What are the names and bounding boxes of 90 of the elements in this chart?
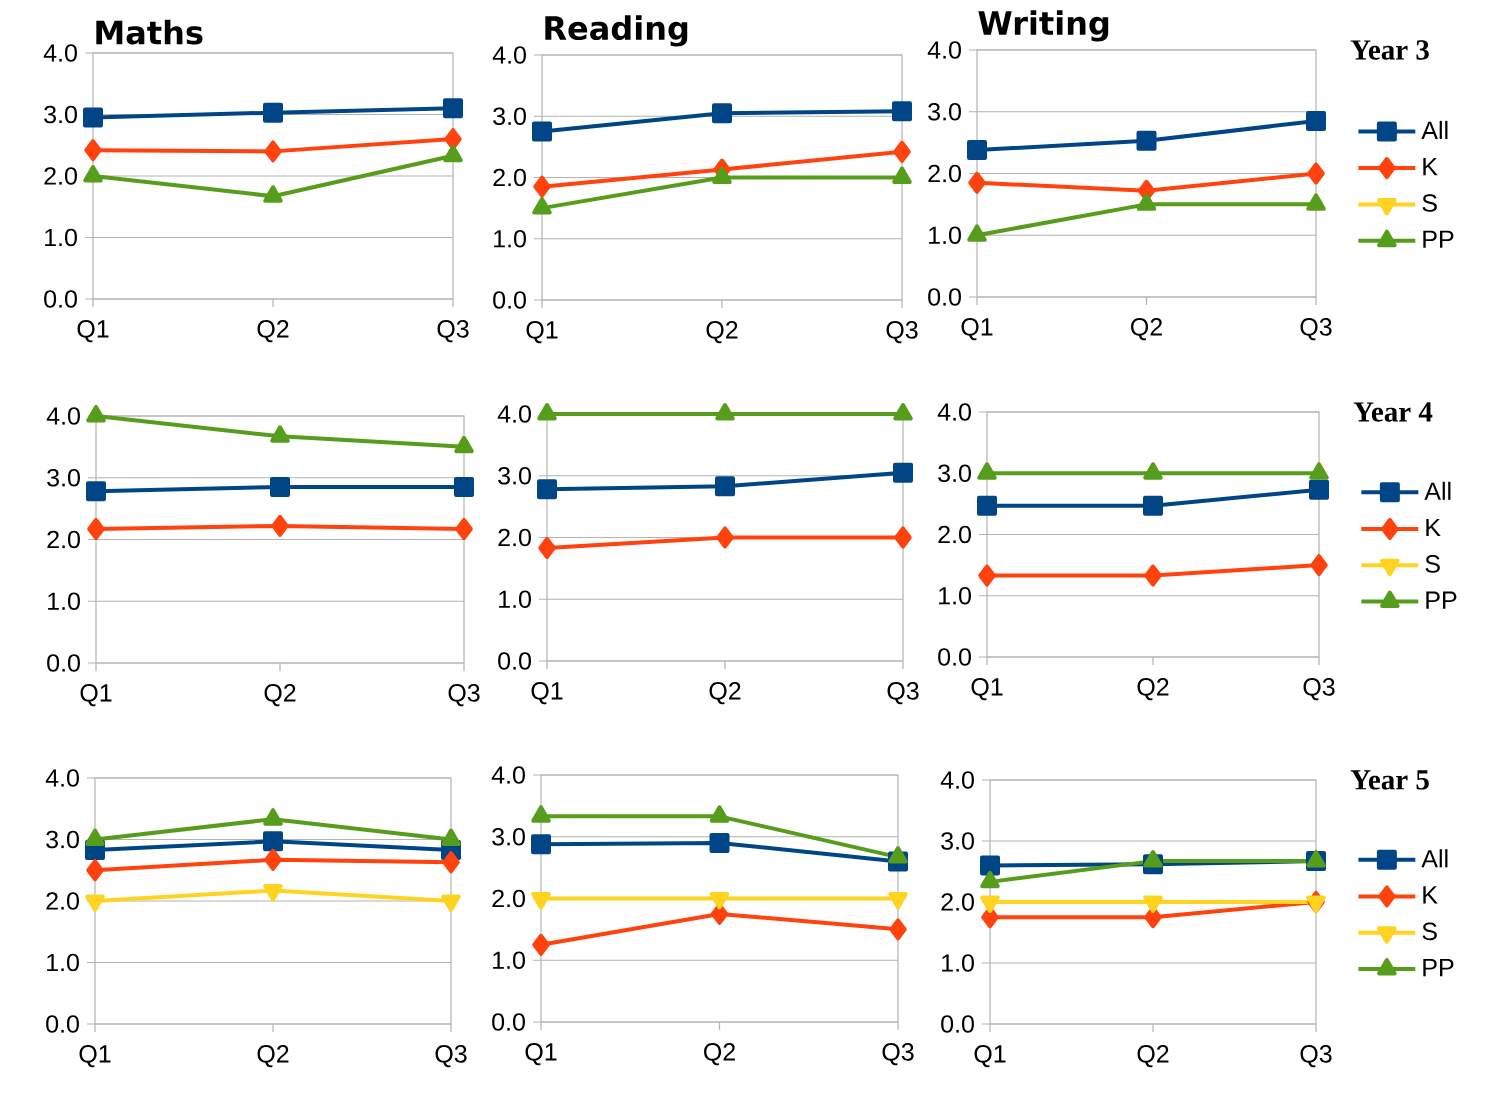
y-tick-label: 3.0 (941, 832, 974, 850)
legend-title: Year 4 (1353, 402, 1433, 422)
y-tick-label: 1.0 (493, 951, 525, 970)
legend-label: K (1426, 518, 1441, 537)
y-tick-label: 3.0 (44, 105, 77, 124)
legend-label: PP (1426, 591, 1457, 609)
x-tick-label: Q3 (435, 1045, 467, 1068)
y-tick-label: 2.0 (928, 164, 961, 183)
x-tick-label: Q3 (887, 682, 919, 705)
x-tick-label: Q2 (264, 684, 296, 707)
x-tick-label: Q1 (974, 1045, 1006, 1068)
legend-label: K (1423, 157, 1438, 176)
y-tick-label: 4.0 (497, 405, 531, 423)
y-tick-label: 1.0 (929, 226, 961, 245)
chart-title: Maths (96, 19, 203, 45)
x-tick-label: Q1 (80, 684, 112, 707)
x-tick-label: Q2 (257, 320, 289, 343)
y-tick-label: 0.0 (47, 654, 80, 672)
y-tick-label: 4.0 (46, 407, 80, 425)
y-tick-label: 3.0 (46, 830, 79, 849)
legend-title: Year 5 (1350, 770, 1429, 790)
x-tick-label: Q1 (526, 321, 558, 344)
y-tick-label: 4.0 (937, 403, 971, 421)
legend-label: All (1424, 481, 1451, 500)
y-tick-label: 2.0 (44, 167, 77, 185)
y-tick-label: 0.0 (498, 652, 531, 670)
y-tick-label: 4.0 (43, 44, 77, 62)
legend-label: PP (1423, 230, 1454, 248)
y-tick-label: 3.0 (492, 827, 525, 846)
x-tick-label: Q2 (1137, 678, 1169, 701)
x-tick-label: Q1 (971, 678, 1003, 701)
y-tick-label: 4.0 (940, 771, 974, 789)
legend-label: PP (1423, 958, 1454, 977)
legend-label: All (1421, 849, 1448, 868)
x-tick-label: Q2 (706, 321, 738, 344)
y-tick-label: 3.0 (493, 107, 526, 126)
y-tick-label: 0.0 (928, 288, 961, 306)
y-tick-label: 1.0 (939, 586, 971, 605)
x-tick-label: Q2 (257, 1045, 289, 1068)
legend-title: Year 3 (1350, 40, 1429, 60)
y-tick-label: 4.0 (927, 41, 961, 59)
y-tick-label: 2.0 (47, 530, 80, 549)
legend-label: All (1421, 120, 1448, 139)
y-tick-label: 2.0 (493, 168, 526, 187)
y-tick-label: 2.0 (492, 889, 525, 908)
x-tick-label: Q1 (525, 1043, 557, 1066)
legend-label: K (1423, 886, 1438, 904)
x-tick-label: Q1 (961, 318, 993, 341)
y-tick-label: 1.0 (499, 590, 531, 609)
x-tick-label: Q2 (709, 682, 741, 705)
y-tick-label: 4.0 (492, 46, 526, 64)
chart-title: Writing (978, 10, 1109, 42)
x-tick-label: Q3 (882, 1043, 914, 1066)
legend-label: S (1422, 922, 1437, 941)
x-tick-label: Q3 (1300, 1045, 1332, 1068)
y-tick-label: 3.0 (47, 468, 80, 487)
y-tick-label: 2.0 (498, 528, 531, 547)
y-tick-label: 2.0 (938, 525, 971, 544)
y-tick-label: 4.0 (45, 769, 79, 787)
legend-label: S (1425, 555, 1440, 573)
y-tick-label: 1.0 (47, 953, 79, 972)
y-tick-label: 1.0 (45, 228, 77, 247)
y-tick-label: 0.0 (493, 291, 526, 309)
y-tick-label: 4.0 (491, 766, 525, 784)
x-tick-label: Q3 (1303, 678, 1335, 701)
y-tick-label: 0.0 (46, 1015, 79, 1033)
y-tick-label: 0.0 (941, 1015, 974, 1033)
y-tick-label: 1.0 (494, 229, 526, 248)
x-tick-label: Q1 (79, 1045, 111, 1068)
x-tick-label: Q1 (77, 320, 109, 343)
y-tick-label: 2.0 (941, 893, 974, 911)
y-tick-label: 3.0 (928, 102, 961, 121)
x-tick-label: Q2 (1131, 318, 1162, 341)
x-tick-label: Q3 (448, 684, 480, 707)
y-tick-label: 1.0 (942, 954, 974, 972)
y-tick-label: 1.0 (48, 592, 80, 611)
y-tick-label: 0.0 (44, 290, 77, 308)
legend-label: S (1422, 194, 1437, 212)
y-tick-label: 2.0 (46, 892, 79, 910)
y-tick-label: 0.0 (938, 648, 971, 666)
x-tick-label: Q2 (704, 1043, 735, 1066)
x-tick-label: Q2 (1137, 1045, 1169, 1068)
y-tick-label: 3.0 (498, 466, 531, 485)
x-tick-label: Q3 (437, 320, 469, 343)
x-tick-label: Q3 (1300, 318, 1332, 341)
y-tick-label: 3.0 (938, 464, 971, 483)
x-tick-label: Q1 (531, 682, 563, 705)
x-tick-label: Q3 (886, 321, 918, 344)
y-tick-label: 0.0 (492, 1013, 525, 1031)
chart-title: Reading (545, 15, 688, 47)
